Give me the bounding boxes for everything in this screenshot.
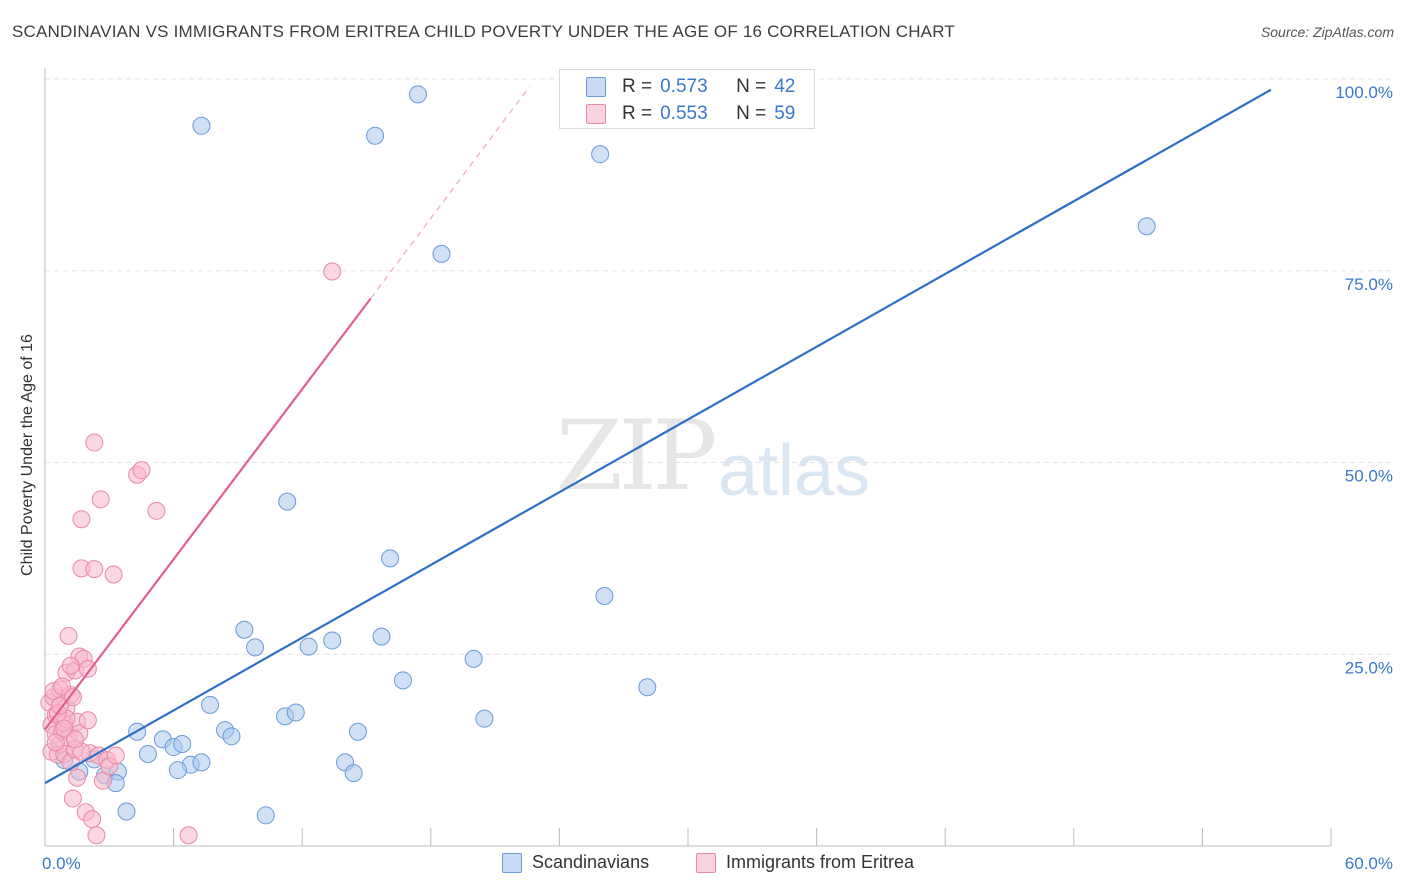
eritrea-point [51, 696, 70, 715]
y-tick-label: 25.0% [1345, 658, 1393, 677]
legend-n-value: 42 [774, 76, 796, 97]
scandinavians-point [591, 145, 610, 164]
scandinavians-point [192, 116, 211, 135]
series-legend-eritrea[interactable]: Immigrants from Eritrea [696, 852, 914, 873]
eritrea-point [59, 626, 78, 645]
legend-swatch-pink [586, 104, 606, 124]
eritrea-point [91, 490, 110, 509]
scandinavians-point [192, 753, 211, 772]
series-legend: Scandinavians Immigrants from Eritrea [0, 852, 1406, 876]
scandinavians-point [168, 761, 187, 780]
legend-r-label: R = [622, 103, 653, 124]
eritrea-point [66, 730, 85, 749]
scandinavians-point [201, 695, 220, 714]
watermark-atlas: atlas [718, 431, 871, 511]
eritrea-point [323, 262, 342, 281]
scandinavians-point [432, 244, 451, 263]
scandinavians-point [381, 549, 400, 568]
eritrea-point [104, 565, 123, 584]
scandinavians-point [372, 627, 391, 646]
scandinavians-point [323, 631, 342, 650]
eritrea-point [63, 789, 82, 808]
scandinavians-point [638, 678, 657, 697]
eritrea-point [106, 746, 125, 765]
legend-n-label: N = [736, 76, 767, 97]
x-tick-label: 0.0% [42, 854, 81, 873]
eritrea-point [53, 677, 72, 696]
scandinavians-point [595, 586, 614, 605]
series-swatch-pink [696, 852, 716, 873]
legend-n-label: N = [736, 103, 767, 124]
eritrea-point [63, 688, 82, 707]
chart-title: SCANDINAVIAN VS IMMIGRANTS FROM ERITREA … [12, 22, 955, 41]
legend-n-value: 59 [774, 103, 796, 124]
scandinavians-point [408, 85, 427, 104]
legend-row-eritrea: R = 0.553 N = 59 [586, 102, 796, 126]
eritrea-trendline-extension [370, 86, 530, 299]
series-legend-label: Immigrants from Eritrea [726, 852, 915, 872]
series-swatch-blue [502, 852, 522, 873]
scandinavians-point [344, 764, 363, 783]
eritrea-point [46, 733, 65, 752]
legend-r-value: 0.573 [660, 76, 708, 97]
scandinavians-point [464, 649, 483, 668]
x-tick-label: 60.0% [1345, 854, 1393, 873]
scandinavians-point [138, 744, 157, 763]
eritrea-point [68, 768, 87, 787]
scandinavians-point [246, 638, 265, 657]
scandinavians-point [222, 727, 241, 746]
scandinavians-point [299, 637, 318, 656]
eritrea-point [132, 461, 151, 480]
series-legend-scandinavians[interactable]: Scandinavians [502, 852, 649, 873]
correlation-legend: R = 0.573 N = 42 R = 0.553 N = 59 [559, 69, 815, 129]
scandinavians-point [235, 620, 254, 639]
y-axis-label: Child Poverty Under the Age of 16 [19, 334, 36, 576]
legend-swatch-blue [586, 77, 606, 97]
eritrea-point [147, 501, 166, 520]
eritrea-point [85, 433, 104, 452]
y-tick-label: 50.0% [1345, 467, 1393, 486]
scandinavians-point [475, 709, 494, 728]
scandinavians-point [286, 703, 305, 722]
eritrea-point [78, 711, 97, 730]
eritrea-point [179, 826, 198, 845]
scandinavians-point [173, 734, 192, 753]
eritrea-point [72, 510, 91, 529]
eritrea-point [61, 656, 80, 675]
eritrea-point [83, 810, 102, 829]
scandinavians-trendline [44, 88, 1272, 785]
scandinavians-point [393, 671, 412, 690]
legend-row-scandinavians: R = 0.573 N = 42 [586, 75, 796, 99]
legend-r-value: 0.553 [660, 103, 708, 124]
scandinavians-point [256, 806, 275, 825]
eritrea-point [87, 826, 106, 845]
scandinavians-point [278, 492, 297, 511]
eritrea-trendline [44, 297, 372, 731]
legend-r-label: R = [622, 76, 653, 97]
series-legend-label: Scandinavians [532, 852, 650, 872]
scandinavians-point [348, 722, 367, 741]
eritrea-point [55, 719, 74, 738]
eritrea-point [85, 560, 104, 579]
eritrea-point [78, 659, 97, 678]
chart-source: Source: ZipAtlas.com [1260, 24, 1394, 40]
scandinavians-point [1137, 217, 1156, 236]
y-tick-label: 100.0% [1335, 83, 1393, 102]
scandinavians-point [366, 126, 385, 145]
scandinavians-point [117, 802, 136, 821]
y-tick-label: 75.0% [1345, 275, 1393, 294]
